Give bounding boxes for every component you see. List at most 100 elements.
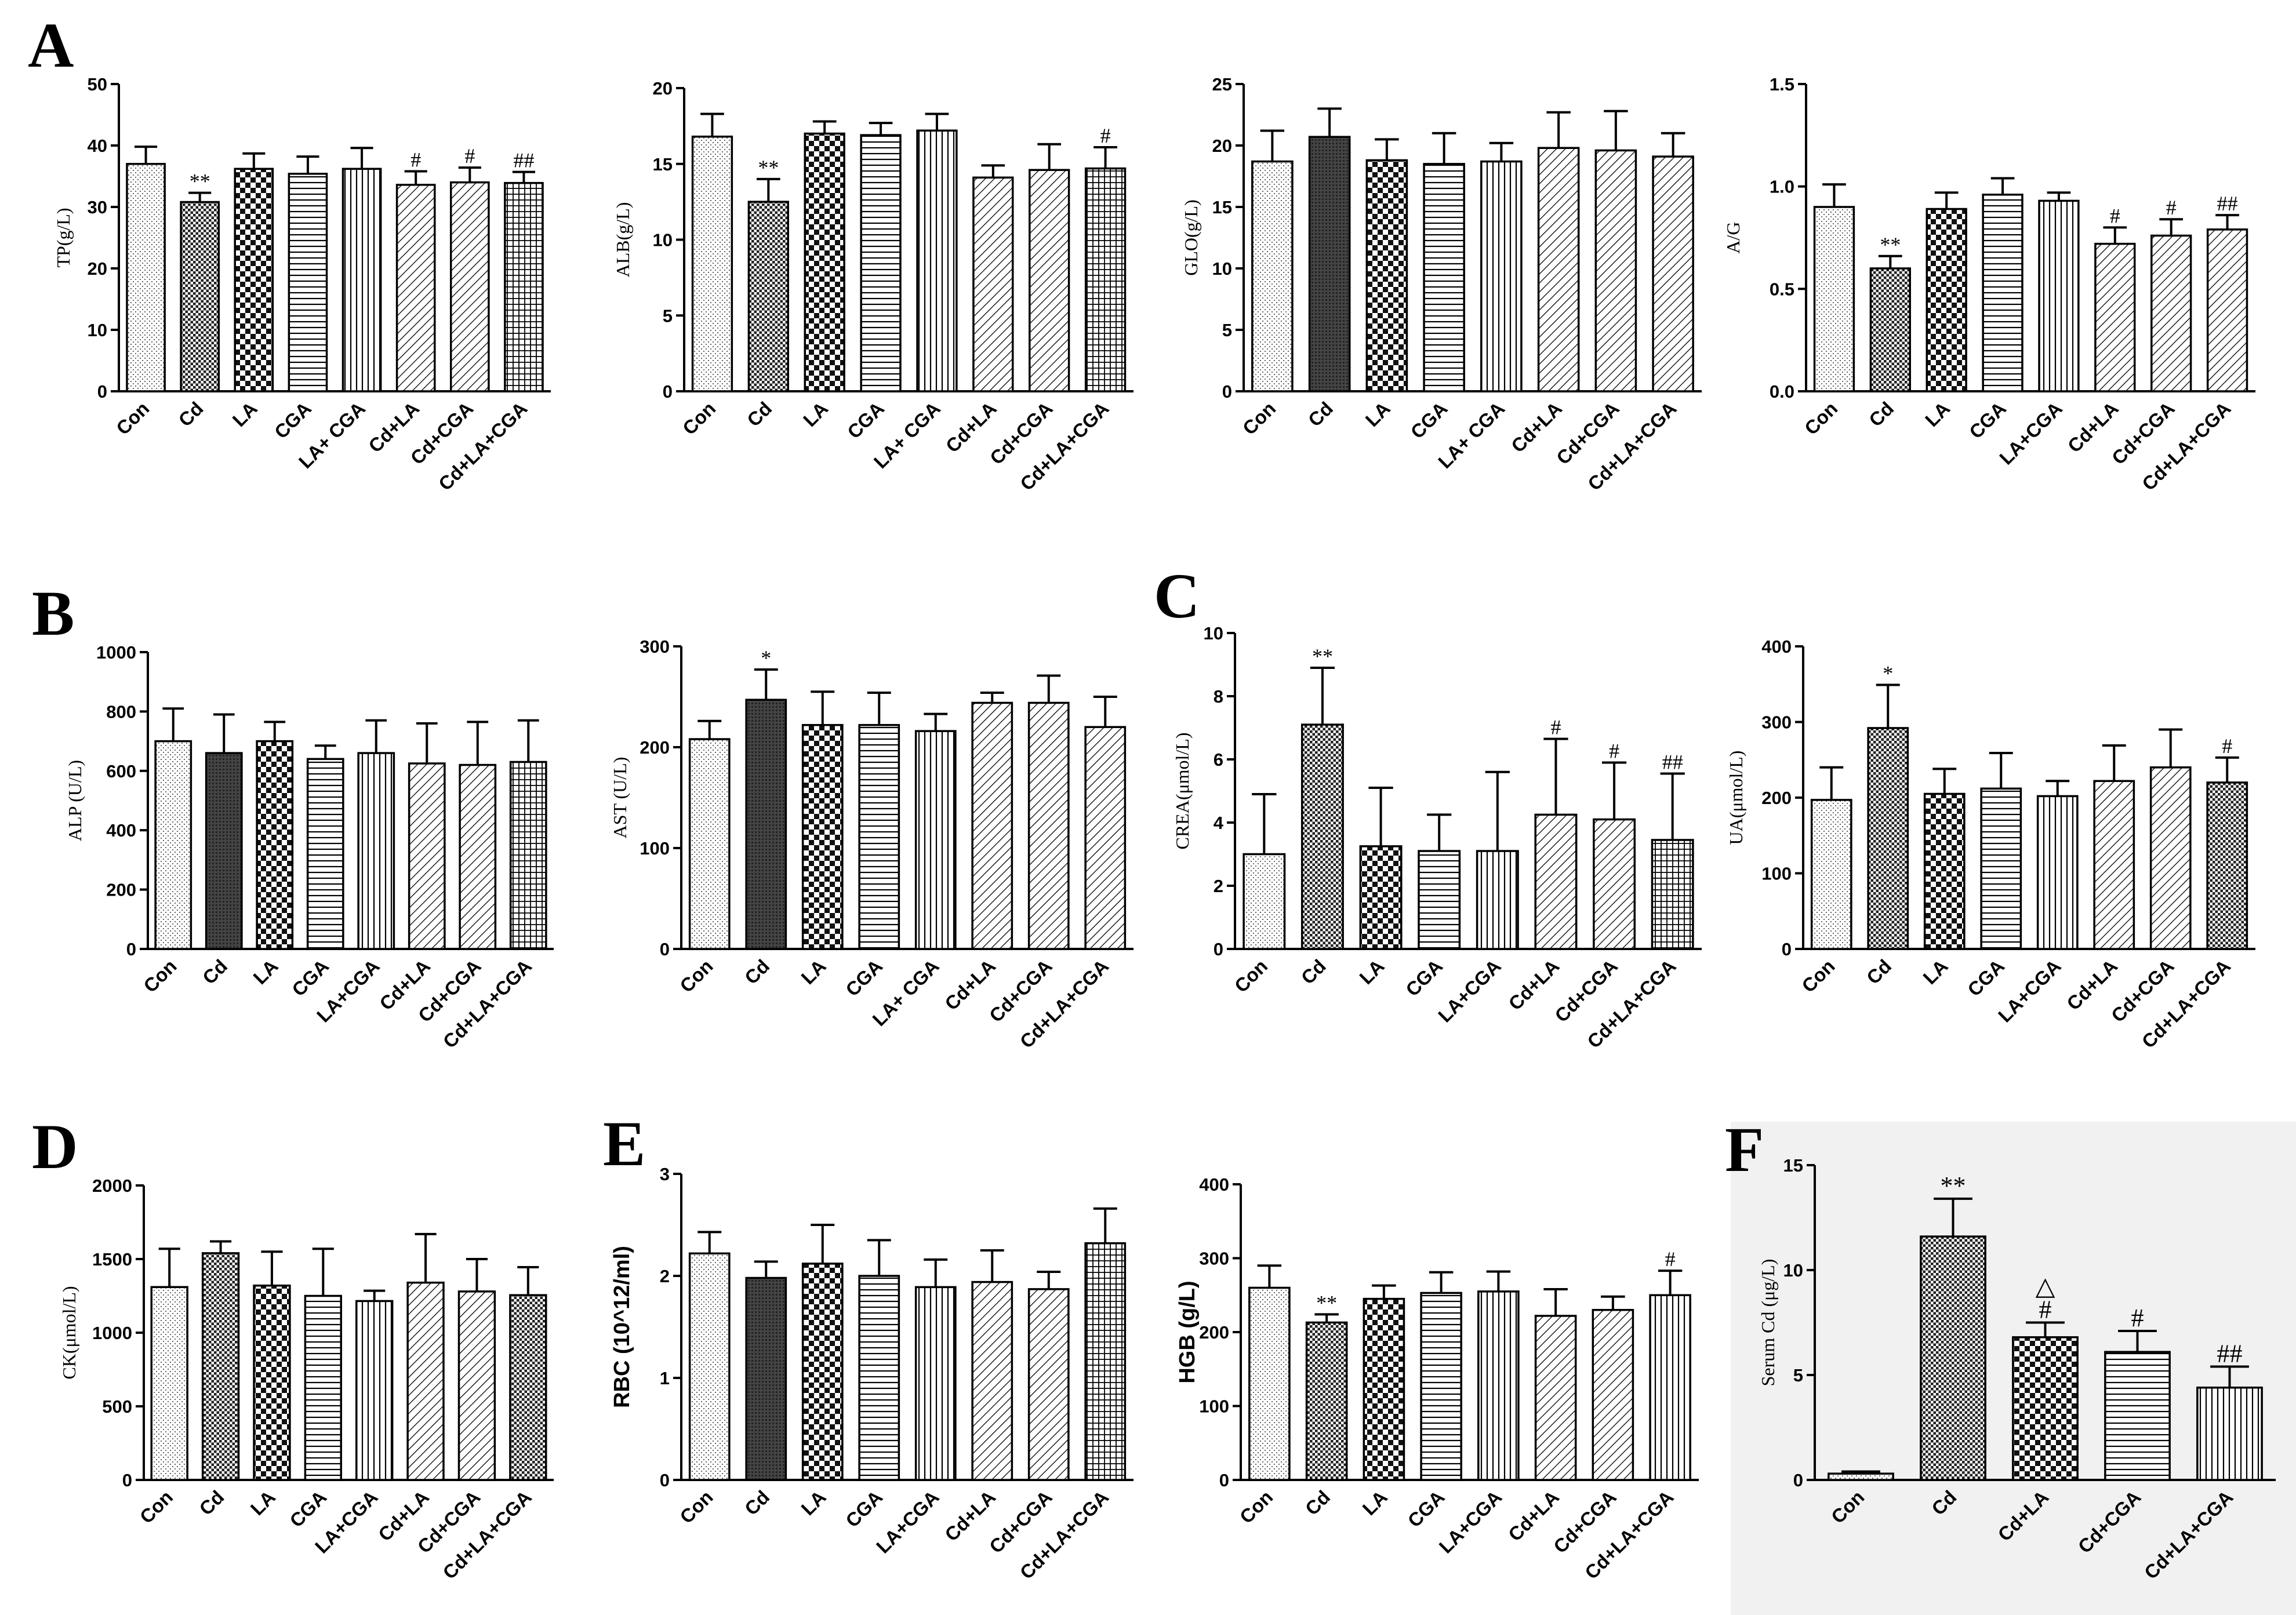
bar-cga <box>1420 1292 1462 1481</box>
bar-cga <box>860 134 902 392</box>
significance-marker: # <box>1665 1247 1676 1271</box>
significance-marker: ** <box>1312 645 1333 668</box>
significance-marker: # <box>464 144 475 168</box>
y-tick-label: 0 <box>663 381 673 402</box>
x-tick-label: CGA <box>1404 1486 1449 1532</box>
y-axis-label: CK(μmol/L) <box>59 1286 79 1379</box>
bar-con <box>1248 1286 1291 1481</box>
y-tick-label: 20 <box>653 78 673 99</box>
x-tick-label: LA <box>1358 1486 1392 1519</box>
y-tick-label: 20 <box>1212 136 1232 156</box>
bar-cd-la <box>1534 813 1578 950</box>
bar-la <box>801 1263 844 1481</box>
bar-la-cga <box>1480 160 1523 392</box>
bar-cd-la <box>2012 1336 2079 1481</box>
y-tick-label: 20 <box>88 259 107 279</box>
y-tick-label: 100 <box>1761 864 1792 884</box>
x-tick-label: Cd <box>740 1486 773 1519</box>
bar-la <box>256 740 294 950</box>
y-tick-label: 300 <box>640 636 670 657</box>
bar-la <box>1923 792 1966 950</box>
chart-hgb: 0 100 200 300 400 HGB (g/L) Con ** Cd LA CGALA+CGA… <box>1175 1174 1699 1583</box>
y-tick-label: 15 <box>1783 1155 1803 1176</box>
x-tick-label: Cd+LA+CGA <box>438 1486 535 1583</box>
bar-cd-la-cga <box>1084 167 1127 392</box>
bar-con <box>1810 799 1852 950</box>
bar-cd <box>1308 136 1351 392</box>
bar-con <box>1243 853 1286 950</box>
y-tick-label: 25 <box>1212 74 1232 94</box>
significance-marker: ## <box>1662 751 1683 774</box>
x-tick-label: LA+CGA <box>1995 398 2066 469</box>
x-tick-label: CGA <box>841 1486 887 1532</box>
significance-marker: ** <box>190 170 210 193</box>
y-tick-label: 1 <box>660 1368 670 1388</box>
y-tick-label: 0 <box>1214 939 1223 959</box>
bar-la-cga <box>914 1286 957 1481</box>
y-tick-label: 0 <box>1222 381 1232 402</box>
x-tick-label: Cd+LA <box>1504 955 1563 1014</box>
panel-label-c: C <box>1154 561 1200 631</box>
bar-la-cga <box>357 752 395 950</box>
bar-cga <box>306 758 344 950</box>
x-tick-label: CGA <box>1401 955 1447 1001</box>
x-tick-label: Con <box>1236 1486 1277 1528</box>
y-axis-label: AST (U/L) <box>609 757 630 839</box>
y-tick-label: 5 <box>1222 320 1232 340</box>
y-tick-label: 10 <box>653 230 673 250</box>
significance-marker: # <box>2166 196 2177 219</box>
bar-la <box>1359 845 1403 950</box>
y-tick-label: 200 <box>640 737 670 758</box>
x-tick-label: LA <box>1355 955 1388 988</box>
bar-cd-la-cga <box>2196 1386 2263 1481</box>
significance-marker: # <box>2222 734 2232 758</box>
bar-la-cga <box>1476 850 1519 950</box>
x-tick-label: LA <box>797 955 830 988</box>
y-tick-label: 0 <box>97 381 107 402</box>
x-tick-label: Cd <box>1865 398 1898 431</box>
y-tick-label: 15 <box>653 154 673 174</box>
bar-cd-la <box>971 701 1013 950</box>
significance-marker: ** <box>758 156 779 179</box>
bar-cd-cga <box>459 763 497 950</box>
y-tick-label: 500 <box>102 1396 132 1417</box>
y-tick-label: 0.5 <box>1770 279 1794 299</box>
bar-la-cga <box>2036 795 2079 950</box>
bar-cd-cga <box>2104 1351 2171 1481</box>
bar-con <box>154 740 192 950</box>
y-tick-label: 600 <box>106 761 136 781</box>
x-tick-label: Cd <box>740 955 773 988</box>
x-tick-label: Cd <box>743 398 776 431</box>
bar-cga <box>304 1294 342 1481</box>
x-tick-label: LA <box>1921 398 1954 431</box>
bar-la <box>1926 208 1967 392</box>
panel-label-a: A <box>28 10 74 81</box>
significance-marker: ## <box>2217 1340 2243 1368</box>
x-tick-label: Cd+LA+CGA <box>439 955 536 1052</box>
significance-marker: # <box>410 148 421 172</box>
y-axis-label: ALP (U/L) <box>64 760 85 841</box>
y-tick-label: 0 <box>126 939 136 959</box>
significance-marker: * <box>1883 662 1893 685</box>
x-tick-label: CGA <box>270 398 315 443</box>
x-tick-label: CGA <box>1407 398 1452 443</box>
significance-marker: # <box>1609 739 1619 762</box>
y-tick-label: 300 <box>1761 712 1792 733</box>
x-tick-label: Con <box>1797 955 1839 997</box>
significance-marker: ## <box>2217 192 2238 215</box>
bar-cd-la-cga <box>1652 155 1694 392</box>
bar-cd-la-cga <box>1649 1294 1691 1481</box>
significance-marker: # <box>2131 1304 2144 1332</box>
y-tick-label: 2 <box>1214 876 1223 896</box>
y-tick-label: 300 <box>1199 1249 1229 1269</box>
bar-cd-la-cga <box>509 1294 547 1481</box>
x-tick-label: LA+CGA <box>1994 955 2065 1027</box>
significance-marker: ** <box>1880 233 1901 256</box>
bar-cd-la-cga <box>2206 781 2248 950</box>
bar-con <box>126 163 166 392</box>
significance-marker: ** <box>1316 1291 1337 1314</box>
y-tick-label: 400 <box>106 820 136 841</box>
